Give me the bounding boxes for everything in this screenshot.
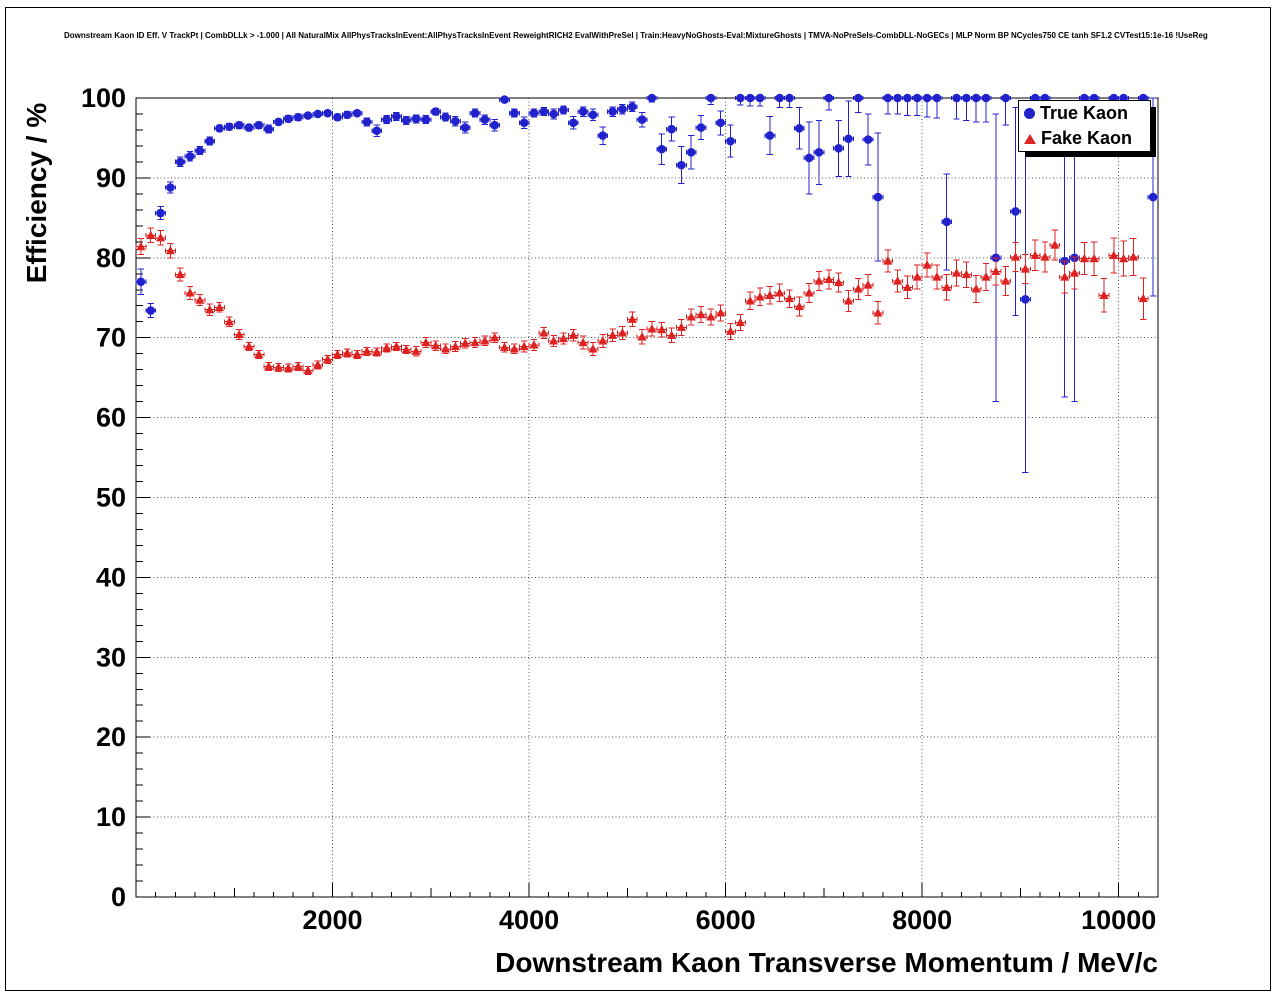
legend-item-true-kaon: True Kaon [1019,101,1150,126]
svg-text:8000: 8000 [892,905,952,935]
svg-text:100: 100 [81,83,126,113]
svg-text:2000: 2000 [302,905,362,935]
svg-text:4000: 4000 [499,905,559,935]
svg-text:30: 30 [96,642,126,672]
svg-text:70: 70 [96,323,126,353]
x-axis-title: Downstream Kaon Transverse Momentum / Me… [495,947,1158,978]
legend-label-fake-kaon: Fake Kaon [1041,128,1133,148]
y-axis-title: Efficiency / % [21,102,52,284]
legend-item-fake-kaon: Fake Kaon [1019,126,1150,151]
svg-text:90: 90 [96,163,126,193]
svg-text:40: 40 [96,562,126,592]
svg-text:0: 0 [111,882,126,912]
svg-text:80: 80 [96,243,126,273]
svg-text:10: 10 [96,802,126,832]
svg-text:10000: 10000 [1081,905,1156,935]
svg-text:20: 20 [96,722,126,752]
plot-title: Downstream Kaon ID Eff. V TrackPt | Comb… [64,31,1208,40]
legend-label-true-kaon: True Kaon [1040,103,1129,123]
svg-text:50: 50 [96,483,126,513]
fake-kaon-triangle-marker-icon [1024,133,1036,144]
legend: True Kaon Fake Kaon [1018,100,1151,152]
svg-text:6000: 6000 [696,905,756,935]
svg-text:60: 60 [96,403,126,433]
true-kaon-circle-marker-icon [1024,108,1035,119]
